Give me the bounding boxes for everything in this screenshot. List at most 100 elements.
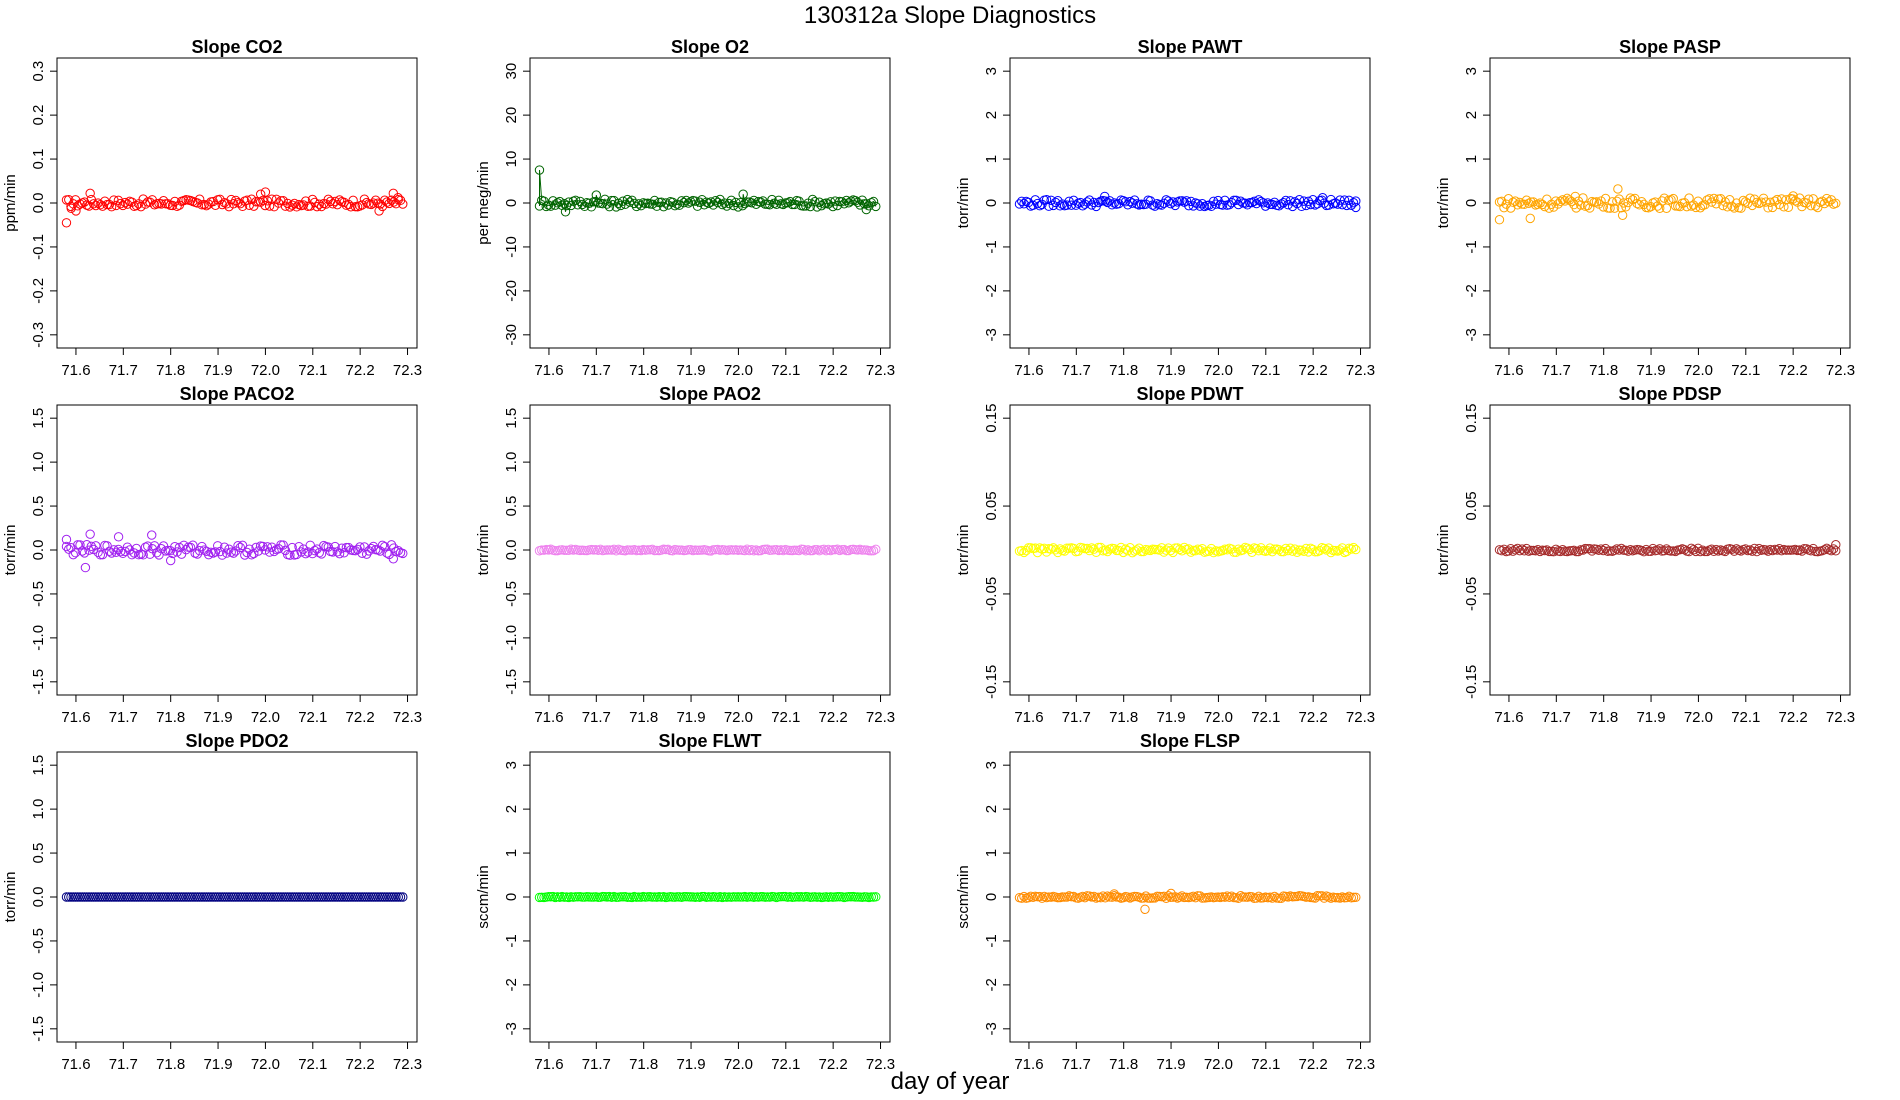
data-point (1813, 202, 1823, 213)
data-point (1517, 544, 1527, 554)
data-point (1831, 546, 1841, 556)
data-point (1616, 203, 1627, 213)
data-point (310, 892, 320, 902)
data-point (395, 892, 406, 902)
data-point (1609, 545, 1620, 556)
data-point (717, 199, 728, 210)
data-point (1533, 545, 1543, 555)
data-point (163, 892, 173, 902)
y-axis-label: torr/min (1435, 525, 1452, 576)
data-point (1767, 202, 1778, 213)
x-tick-label: 71.9 (1636, 709, 1665, 726)
x-tick-label: 71.6 (1014, 1056, 1043, 1073)
data-point (649, 195, 660, 206)
data-point (199, 892, 209, 902)
data-point (129, 892, 139, 902)
data-point (1023, 892, 1034, 903)
data-point (1066, 200, 1077, 210)
data-point (208, 548, 218, 558)
data-point (346, 202, 356, 212)
x-axis-label: day of year (890, 1068, 1010, 1095)
y-tick-label: -20 (503, 280, 520, 302)
data-point (1084, 545, 1095, 556)
data-point (810, 196, 820, 207)
data-point (1050, 545, 1061, 555)
data-point (1655, 544, 1665, 554)
data-point (1188, 201, 1198, 211)
data-point (1136, 546, 1147, 557)
data-point (289, 892, 300, 902)
data-point (1324, 200, 1334, 210)
data-point (1598, 202, 1609, 212)
data-point (165, 555, 176, 566)
data-point (156, 199, 166, 209)
data-point (1163, 891, 1174, 901)
x-tick-label: 72.3 (393, 709, 422, 726)
data-point (1127, 547, 1138, 558)
data-point (704, 198, 714, 208)
data-point (853, 892, 863, 902)
data-point (1188, 891, 1198, 902)
data-point (1661, 544, 1672, 554)
data-point (118, 200, 128, 211)
data-point (152, 892, 162, 902)
data-point (1736, 546, 1746, 556)
y-tick-label: -3 (503, 1022, 520, 1035)
data-point (618, 892, 628, 902)
data-point (192, 549, 203, 559)
data-point (1700, 546, 1710, 557)
y-tick-label: -0.1 (30, 234, 47, 260)
data-point (807, 194, 818, 205)
data-point (1567, 196, 1577, 207)
data-point (1711, 544, 1721, 555)
data-point (697, 891, 707, 902)
data-point (1161, 545, 1171, 555)
data-point (850, 892, 861, 902)
data-point (731, 892, 741, 902)
data-point (1190, 545, 1201, 556)
y-tick-label: -0.05 (1463, 577, 1480, 611)
data-point (219, 542, 230, 552)
data-point (122, 199, 133, 209)
x-tick-label: 72.1 (298, 709, 327, 726)
y-tick-label: 0.3 (30, 61, 47, 82)
x-tick-label: 71.9 (676, 709, 705, 726)
data-point (560, 207, 571, 217)
data-point (240, 550, 250, 560)
data-point (1245, 544, 1255, 555)
data-point (181, 892, 191, 902)
y-tick-label: 1 (983, 155, 1000, 163)
data-point (249, 892, 259, 902)
data-point (1019, 199, 1029, 209)
x-tick-label: 72.0 (1204, 362, 1233, 379)
data-point (1046, 195, 1056, 205)
data-point (316, 201, 327, 212)
data-point (1585, 203, 1595, 213)
data-point (735, 892, 746, 902)
data-point (1247, 197, 1257, 208)
data-point (113, 892, 124, 902)
data-point (1727, 544, 1737, 554)
data-point (341, 892, 352, 902)
data-point (377, 892, 388, 902)
data-point (857, 545, 867, 555)
data-point (237, 892, 248, 902)
data-point (561, 545, 572, 555)
data-point (1190, 893, 1201, 903)
data-point (1555, 196, 1566, 206)
data-point (853, 197, 863, 207)
data-point (600, 194, 610, 205)
data-point (1147, 200, 1158, 210)
data-point (109, 545, 119, 555)
data-point (1745, 193, 1755, 203)
data-point (1120, 197, 1131, 207)
data-point (1324, 892, 1334, 902)
data-point (140, 892, 151, 902)
x-tick-label: 71.6 (1014, 709, 1043, 726)
data-point (104, 546, 115, 556)
data-point (106, 892, 117, 902)
data-point (1093, 197, 1104, 208)
data-point (1745, 545, 1755, 555)
x-tick-label: 71.9 (1636, 362, 1665, 379)
data-point (199, 199, 209, 210)
